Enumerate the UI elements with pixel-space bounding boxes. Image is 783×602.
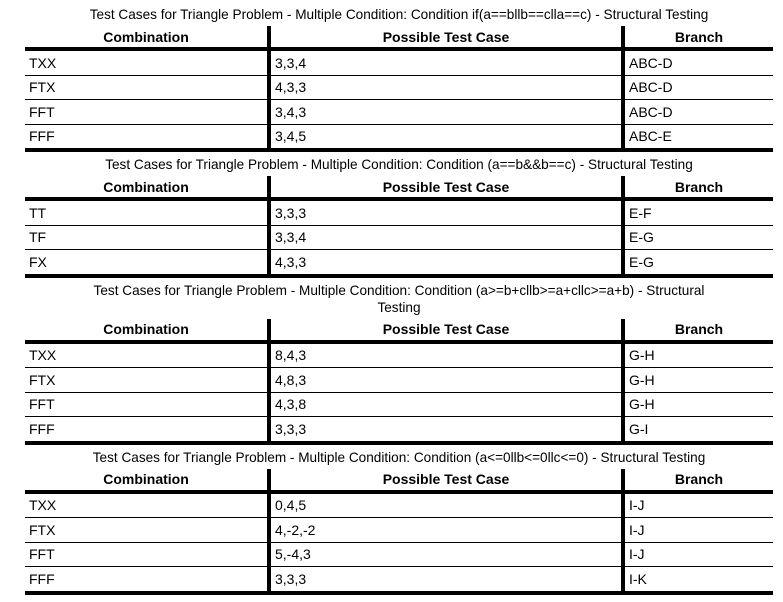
column-header-branch: Branch (621, 468, 773, 494)
table-title-line: Test Cases for Triangle Problem - Multip… (92, 449, 706, 465)
column-header-branch: Branch (621, 176, 773, 201)
cell-branch: E-F (621, 199, 773, 226)
cell-branch: I-J (621, 491, 773, 518)
table-row: FTX 4,8,3 G-H (25, 367, 773, 393)
table-section-nonpositive-sides: Test Cases for Triangle Problem - Multip… (0, 445, 783, 595)
cell-test-case: 4,-2,-2 (267, 517, 623, 543)
cell-branch: G-I (621, 416, 773, 445)
cell-test-case: 8,4,3 (267, 341, 623, 368)
table-section-triangle-inequality: Test Cases for Triangle Problem - Multip… (0, 278, 783, 445)
cell-branch: I-J (621, 517, 773, 543)
table-row: TXX 8,4,3 G-H (25, 341, 773, 368)
cell-branch: G-H (621, 367, 773, 393)
cell-combination: FTX (25, 517, 269, 543)
table-title: Test Cases for Triangle Problem - Multip… (25, 152, 773, 176)
test-case-table: Combination Possible Test Case Branch TT… (25, 176, 773, 278)
cell-test-case: 3,3,3 (267, 416, 623, 445)
table-row: FFF 3,3,3 I-K (25, 566, 773, 595)
header-row: Combination Possible Test Case Branch (25, 468, 773, 494)
table-row: FFT 3,4,3 ABC-D (25, 99, 773, 125)
table-row: FFT 5,-4,3 I-J (25, 542, 773, 567)
header-row: Combination Possible Test Case Branch (25, 26, 773, 51)
cell-test-case: 4,3,3 (267, 75, 623, 100)
column-header-branch: Branch (621, 318, 773, 344)
cell-combination: FFF (25, 416, 269, 445)
cell-test-case: 4,3,3 (267, 249, 623, 278)
table-row: FTX 4,3,3 ABC-D (25, 75, 773, 100)
cell-branch: ABC-D (621, 49, 773, 76)
cell-test-case: 3,3,3 (267, 566, 623, 595)
column-header-possible-test-case: Possible Test Case (267, 26, 623, 51)
cell-combination: FX (25, 249, 269, 278)
cell-branch: ABC-D (621, 99, 773, 125)
column-header-branch: Branch (621, 26, 773, 51)
test-case-table: Combination Possible Test Case Branch TX… (25, 318, 773, 445)
cell-combination: TXX (25, 49, 269, 76)
column-header-combination: Combination (25, 26, 269, 51)
table-row: FFT 4,3,8 G-H (25, 392, 773, 417)
cell-combination: TT (25, 199, 269, 226)
table-section-or-condition: Test Cases for Triangle Problem - Multip… (0, 2, 783, 152)
column-header-combination: Combination (25, 468, 269, 494)
cell-branch: E-G (621, 225, 773, 250)
column-header-combination: Combination (25, 176, 269, 201)
cell-combination: FTX (25, 75, 269, 100)
table-row: TXX 3,3,4 ABC-D (25, 49, 773, 76)
cell-test-case: 3,3,3 (267, 199, 623, 226)
cell-test-case: 3,3,4 (267, 225, 623, 250)
cell-test-case: 3,4,3 (267, 99, 623, 125)
table-title-line: Testing (377, 299, 421, 315)
cell-test-case: 3,4,5 (267, 124, 623, 152)
table-title-line: Test Cases for Triangle Problem - Multip… (89, 7, 709, 22)
table-row: FFF 3,3,3 G-I (25, 416, 773, 445)
table-title: Test Cases for Triangle Problem - Multip… (25, 2, 773, 26)
cell-combination: FFT (25, 99, 269, 125)
table-row: FFF 3,4,5 ABC-E (25, 124, 773, 152)
cell-branch: G-H (621, 392, 773, 417)
cell-test-case: 0,4,5 (267, 491, 623, 518)
table-title-line: Test Cases for Triangle Problem - Multip… (105, 157, 693, 172)
table-section-and-condition: Test Cases for Triangle Problem - Multip… (0, 152, 783, 278)
cell-branch: I-K (621, 566, 773, 595)
cell-combination: TXX (25, 491, 269, 518)
cell-combination: FTX (25, 367, 269, 393)
cell-branch: ABC-D (621, 75, 773, 100)
cell-test-case: 4,3,8 (267, 392, 623, 417)
header-row: Combination Possible Test Case Branch (25, 318, 773, 344)
cell-combination: FFF (25, 124, 269, 152)
table-row: FX 4,3,3 E-G (25, 249, 773, 278)
cell-branch: E-G (621, 249, 773, 278)
header-row: Combination Possible Test Case Branch (25, 176, 773, 201)
cell-test-case: 5,-4,3 (267, 542, 623, 567)
test-case-table: Combination Possible Test Case Branch TX… (25, 26, 773, 152)
table-title-line: Test Cases for Triangle Problem - Multip… (93, 282, 705, 298)
table-row: TF 3,3,4 E-G (25, 225, 773, 250)
table-row: FTX 4,-2,-2 I-J (25, 517, 773, 543)
cell-test-case: 4,8,3 (267, 367, 623, 393)
cell-combination: TXX (25, 341, 269, 368)
cell-combination: FFT (25, 392, 269, 417)
table-title: Test Cases for Triangle Problem - Multip… (25, 445, 773, 469)
cell-branch: ABC-E (621, 124, 773, 152)
column-header-possible-test-case: Possible Test Case (267, 318, 623, 344)
cell-combination: FFF (25, 566, 269, 595)
cell-branch: I-J (621, 542, 773, 567)
column-header-possible-test-case: Possible Test Case (267, 468, 623, 494)
column-header-possible-test-case: Possible Test Case (267, 176, 623, 201)
table-row: TXX 0,4,5 I-J (25, 491, 773, 518)
table-title: Test Cases for Triangle Problem - Multip… (25, 278, 773, 319)
column-header-combination: Combination (25, 318, 269, 344)
test-case-table: Combination Possible Test Case Branch TX… (25, 468, 773, 595)
table-row: TT 3,3,3 E-F (25, 199, 773, 226)
cell-branch: G-H (621, 341, 773, 368)
cell-combination: TF (25, 225, 269, 250)
cell-combination: FFT (25, 542, 269, 567)
cell-test-case: 3,3,4 (267, 49, 623, 76)
